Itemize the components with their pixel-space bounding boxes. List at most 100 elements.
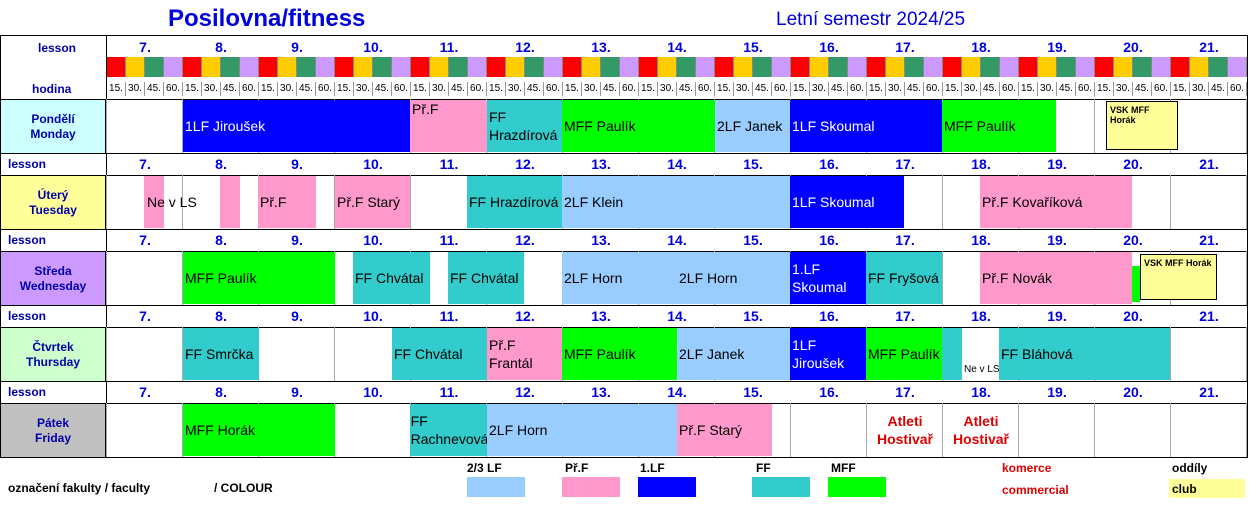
club-block[interactable]: VSK MFF Horák xyxy=(1106,101,1178,150)
lesson-number: 21. xyxy=(1199,384,1219,400)
legend-lf1-swatch xyxy=(638,477,696,497)
booking-block[interactable]: FF Chvátal xyxy=(392,328,487,380)
booking-block[interactable]: FF Rachnevová xyxy=(410,404,487,456)
lesson-divider xyxy=(334,327,335,381)
quarter-tick: 60. xyxy=(1076,82,1095,96)
booking-block[interactable]: 1LF Jiroušek xyxy=(790,328,866,380)
booking-block[interactable]: MFF Paulík xyxy=(183,252,335,304)
booking-block[interactable]: MFF Paulík xyxy=(562,100,715,152)
quarter-tick: 45. xyxy=(221,82,240,96)
lesson-number: 18. xyxy=(971,156,991,172)
quarter-tick: 45. xyxy=(753,82,772,96)
booking-block[interactable]: Př.F xyxy=(258,176,296,228)
booking-block[interactable]: FF Hrazdírová xyxy=(487,100,562,152)
booking-block[interactable]: 2LF Horn xyxy=(677,252,790,304)
booking-block[interactable]: 1LF Skoumal xyxy=(790,100,942,152)
booking-block[interactable]: FF Smrčka xyxy=(183,328,259,380)
lesson-number: 9. xyxy=(291,39,303,55)
lesson-number: 8. xyxy=(215,308,227,324)
legend-lf23-swatch xyxy=(467,477,525,497)
booking-block[interactable]: FF Chvátal xyxy=(353,252,430,304)
lesson-number: 10. xyxy=(363,384,383,400)
legend-club: club xyxy=(1169,479,1245,498)
quarter-tick: 30. xyxy=(1038,82,1057,96)
booking-block[interactable]: MFF Paulík xyxy=(866,328,942,380)
booking-block[interactable]: FF Hrazdírová xyxy=(467,176,562,228)
lesson-number: 14. xyxy=(667,39,687,55)
lesson-number: 19. xyxy=(1047,232,1067,248)
booking-block[interactable]: FF Fryšová xyxy=(866,252,942,304)
quarter-color-cell xyxy=(544,57,563,77)
booking-block[interactable]: Př.F Frantál xyxy=(487,328,562,380)
booking-block[interactable]: 2LF Horn xyxy=(562,252,677,304)
quarter-color-cell xyxy=(734,57,753,77)
quarter-tick: 15. xyxy=(487,82,506,96)
quarter-tick: 30. xyxy=(354,82,373,96)
quarter-color-cell xyxy=(658,57,677,77)
quarter-tick: 30. xyxy=(506,82,525,96)
lesson-number: 11. xyxy=(439,156,459,172)
quarter-color-cell xyxy=(867,57,886,77)
lesson-divider xyxy=(1246,251,1247,305)
booking-block[interactable]: Ne v LS xyxy=(964,364,999,375)
booking-block[interactable]: 1LF Skoumal xyxy=(790,176,904,228)
lesson-divider xyxy=(866,403,867,457)
quarter-color-cell xyxy=(886,57,905,77)
quarter-tick: 30. xyxy=(886,82,905,96)
booking-block[interactable]: MFF Paulík xyxy=(562,328,677,380)
legend-colour: / COLOUR xyxy=(214,481,273,495)
lesson-divider xyxy=(182,403,183,457)
booking-block[interactable]: 2LF Janek xyxy=(677,328,790,380)
lesson-number: 10. xyxy=(363,308,383,324)
booking-block[interactable]: FF Chvátal xyxy=(448,252,524,304)
grid-line xyxy=(0,99,1248,100)
booking-block[interactable]: Př.F Starý xyxy=(335,176,410,228)
lesson-number: 20. xyxy=(1123,232,1143,248)
booking-block[interactable]: 2LF Janek xyxy=(715,100,790,152)
booking-block[interactable]: Atleti Hostivař xyxy=(876,413,934,447)
quarter-color-cell xyxy=(525,57,544,77)
lesson-number: 13. xyxy=(591,384,611,400)
lesson-number: 16. xyxy=(819,384,839,400)
lesson-number: 8. xyxy=(215,39,227,55)
lesson-number: 12. xyxy=(515,232,535,248)
quarter-color-cell xyxy=(354,57,373,77)
booking-block[interactable]: FF Bláhová xyxy=(999,328,1170,380)
booking-block[interactable]: 1LF Jiroušek xyxy=(183,100,410,152)
legend-oddily: oddíly xyxy=(1172,461,1208,475)
lesson-number: 17. xyxy=(895,384,915,400)
quarter-tick: 45. xyxy=(601,82,620,96)
booking-block[interactable]: Př.F xyxy=(410,100,487,152)
quarter-color-cell xyxy=(392,57,411,77)
grid-line xyxy=(0,403,1248,404)
booking-block[interactable]: 2LF Horn xyxy=(487,404,677,456)
quarter-color-cell xyxy=(1152,57,1171,77)
booking-block[interactable]: 2LF Klein xyxy=(562,176,790,228)
lesson-divider xyxy=(1170,175,1171,229)
day-name-cz: Středa xyxy=(34,263,72,278)
quarter-color-cell xyxy=(601,57,620,77)
quarter-tick: 45. xyxy=(905,82,924,96)
club-block[interactable]: VSK MFF Horák xyxy=(1140,254,1217,300)
quarter-color-cell xyxy=(943,57,962,77)
day-label: Čtvrtek Thursday xyxy=(1,328,106,381)
quarter-tick: 45. xyxy=(373,82,392,96)
booking-block[interactable]: Př.F Novák xyxy=(980,252,1132,304)
booking-block[interactable]: MFF Paulík xyxy=(942,100,1056,152)
booking-block[interactable]: Př.F Starý xyxy=(677,404,772,456)
quarter-color-cell xyxy=(468,57,487,77)
lesson-number: 7. xyxy=(139,156,151,172)
lesson-number: 17. xyxy=(895,308,915,324)
booking-block[interactable]: Ne v LS xyxy=(147,194,197,210)
lesson-label: lesson xyxy=(38,41,77,55)
grid-border-right xyxy=(1247,35,1248,457)
day-name-en: Monday xyxy=(30,126,76,141)
quarter-color-cell xyxy=(202,57,221,77)
booking-block[interactable]: Př.F Kovaříková xyxy=(980,176,1132,228)
booking-block[interactable]: MFF Horák xyxy=(183,404,335,456)
lesson-divider xyxy=(1170,403,1171,457)
lesson-divider xyxy=(942,251,943,305)
quarter-color-cell xyxy=(1209,57,1228,77)
booking-block[interactable]: Atleti Hostivař xyxy=(952,413,1010,447)
booking-block[interactable]: 1.LF Skoumal xyxy=(790,252,866,304)
